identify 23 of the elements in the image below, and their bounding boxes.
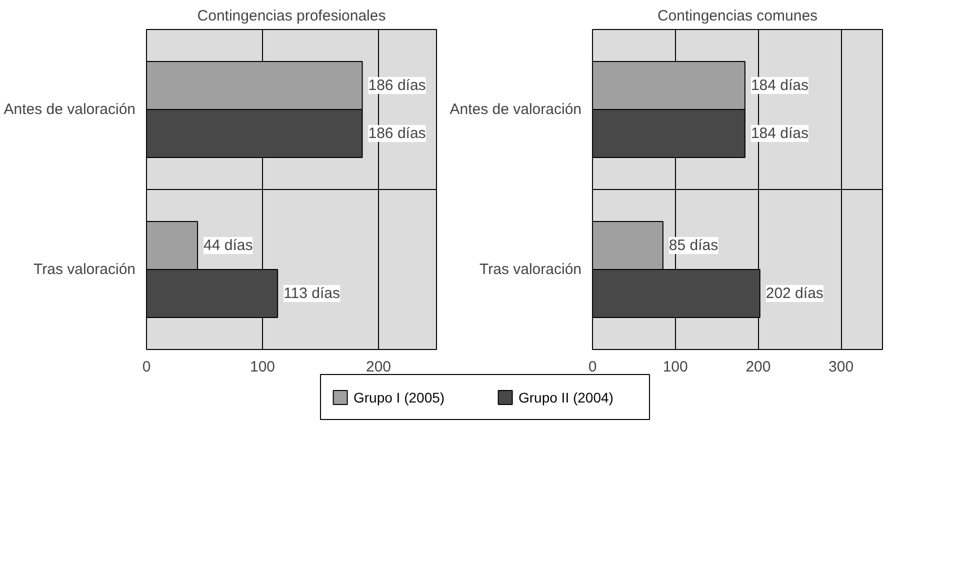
x-tick-label: 0 — [142, 358, 151, 376]
x-tick-label: 200 — [746, 358, 771, 376]
chart-title: Contingencias profesionales — [197, 8, 386, 24]
data-label: 85 días — [668, 237, 718, 254]
x-tick-label: 100 — [662, 358, 688, 376]
y-tick-label: Tras valoración — [480, 261, 582, 278]
legend-label: Grupo I (2005) — [354, 390, 445, 406]
data-label: 184 días — [750, 125, 809, 142]
data-label: 186 días — [368, 125, 426, 142]
data-label: 113 días — [284, 285, 340, 302]
x-tick-label: 100 — [250, 358, 276, 376]
x-tick-label: 200 — [366, 358, 392, 376]
data-label: 186 días — [368, 77, 426, 94]
x-tick-label: 300 — [828, 358, 854, 376]
chart-title: Contingencias comunes — [657, 8, 818, 24]
x-tick-label: 0 — [588, 358, 597, 376]
y-tick-label: Antes de valoración — [450, 101, 582, 118]
data-label: 44 días — [204, 237, 253, 254]
data-label: 202 días — [766, 285, 824, 302]
y-tick-label: Antes de valoración — [4, 101, 136, 118]
legend-label: Grupo II (2004) — [518, 390, 614, 406]
y-tick-label: Tras valoración — [34, 261, 136, 278]
data-label: 184 días — [750, 77, 809, 94]
